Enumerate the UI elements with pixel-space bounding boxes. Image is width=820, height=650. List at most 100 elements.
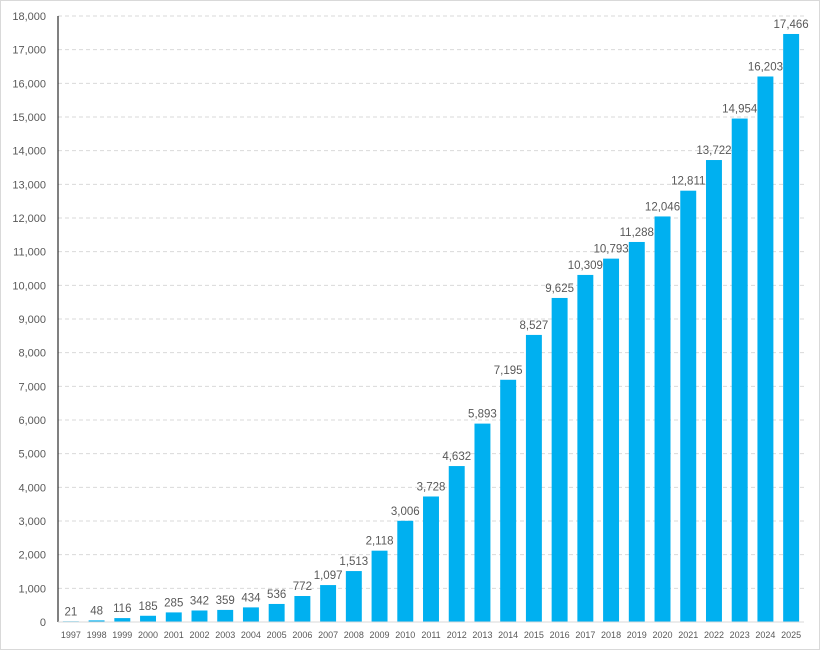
data-label: 342 [190, 595, 209, 607]
x-tick-label: 2011 [421, 630, 440, 640]
y-tick-label: 6,000 [18, 415, 46, 427]
data-label: 359 [216, 595, 235, 607]
y-tick-label: 1,000 [18, 583, 46, 595]
data-label: 1,513 [339, 556, 368, 568]
data-label: 3,006 [391, 506, 420, 518]
x-tick-label: 2007 [318, 630, 338, 640]
bar [628, 241, 645, 622]
y-tick-label: 17,000 [12, 45, 46, 57]
data-label: 1,097 [314, 570, 343, 582]
x-tick-label: 2001 [164, 630, 184, 640]
y-tick-label: 13,000 [12, 179, 46, 191]
y-tick-label: 18,000 [12, 11, 46, 23]
y-tick-labels: 0 1,000 2,000 3,000 4,000 5,000 6,000 7,000 8,00… [12, 11, 46, 629]
bar [474, 423, 491, 622]
bar [242, 607, 259, 622]
data-label: 185 [138, 601, 157, 613]
bar [680, 190, 697, 622]
x-tick-label: 2021 [678, 630, 698, 640]
y-tick-label: 3,000 [18, 516, 46, 528]
y-tick-label: 2,000 [18, 550, 46, 562]
bar [345, 571, 362, 622]
y-tick-label: 11,000 [13, 247, 46, 259]
y-tick-label: 12,000 [12, 213, 46, 225]
bar [268, 603, 285, 622]
bar [757, 76, 774, 622]
x-tick-label: 1998 [87, 630, 107, 640]
data-label: 48 [90, 605, 103, 617]
data-label: 116 [113, 603, 131, 615]
y-tick-label: 9,000 [18, 314, 46, 326]
x-tick-label: 2014 [498, 630, 518, 640]
data-label: 4,632 [442, 451, 471, 463]
data-label: 11,288 [620, 227, 654, 239]
data-label: 285 [164, 597, 183, 609]
bar [783, 33, 800, 622]
y-tick-label: 0 [40, 617, 46, 629]
bar [294, 596, 311, 622]
y-tick-label: 8,000 [18, 348, 46, 360]
bar [88, 620, 105, 622]
data-label: 21 [64, 606, 77, 618]
y-tick-label: 10,000 [12, 280, 46, 292]
axes [57, 16, 804, 623]
data-label: 5,893 [468, 409, 497, 421]
x-tick-label: 1997 [61, 630, 81, 640]
bar [448, 466, 465, 622]
data-label: 10,793 [593, 244, 628, 256]
data-label: 2,118 [366, 536, 394, 548]
y-tick-label: 15,000 [12, 112, 46, 124]
data-label: 16,203 [748, 61, 783, 73]
x-tick-labels: 1997 1998 1999 2000 2001 2002 2003 2004 2005 2006… [61, 630, 801, 640]
x-tick-label: 2022 [704, 630, 724, 640]
y-tick-label: 4,000 [18, 482, 46, 494]
data-label: 12,046 [645, 201, 680, 213]
bar [525, 334, 542, 622]
data-label: 536 [267, 589, 286, 601]
x-tick-label: 2002 [189, 630, 209, 640]
bar [140, 615, 157, 622]
x-tick-label: 1999 [112, 630, 132, 640]
bar [551, 297, 568, 622]
data-label: 12,811 [671, 176, 705, 188]
x-tick-label: 2004 [241, 630, 261, 640]
data-label: 10,309 [568, 260, 603, 272]
bar [217, 609, 234, 622]
bar [114, 618, 131, 622]
bar [397, 520, 414, 622]
x-tick-label: 2013 [472, 630, 492, 640]
bar [705, 160, 722, 622]
bar [500, 379, 517, 622]
bar [731, 118, 748, 622]
data-label: 7,195 [494, 365, 523, 377]
data-label: 13,722 [696, 145, 731, 157]
data-label: 14,954 [722, 104, 758, 116]
x-tick-label: 2023 [730, 630, 750, 640]
data-label: 3,728 [417, 481, 446, 493]
x-tick-label: 2008 [344, 630, 364, 640]
x-tick-label: 2003 [215, 630, 235, 640]
x-tick-label: 2020 [653, 630, 673, 640]
x-tick-label: 2005 [267, 630, 287, 640]
x-tick-label: 2017 [575, 630, 595, 640]
data-label: 772 [293, 581, 312, 593]
bar [654, 216, 671, 622]
x-tick-label: 2015 [524, 630, 544, 640]
x-tick-label: 2006 [292, 630, 312, 640]
data-label: 9,625 [545, 283, 574, 295]
data-label: 17,466 [774, 19, 809, 31]
bar [423, 496, 439, 622]
bar [165, 612, 182, 622]
bar [371, 550, 388, 622]
bar [320, 585, 337, 622]
bars [62, 33, 800, 622]
x-tick-label: 2009 [370, 630, 390, 640]
x-tick-label: 2018 [601, 630, 621, 640]
x-tick-label: 2024 [755, 630, 775, 640]
x-tick-label: 2025 [781, 630, 801, 640]
x-tick-label: 2016 [550, 630, 570, 640]
bar [577, 274, 594, 622]
y-tick-label: 5,000 [18, 449, 46, 461]
